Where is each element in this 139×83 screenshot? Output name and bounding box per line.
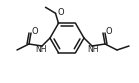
Text: O: O [106, 26, 112, 36]
Text: O: O [57, 8, 64, 17]
Text: NH: NH [87, 44, 99, 54]
Text: NH: NH [35, 44, 47, 54]
Text: O: O [32, 26, 38, 36]
